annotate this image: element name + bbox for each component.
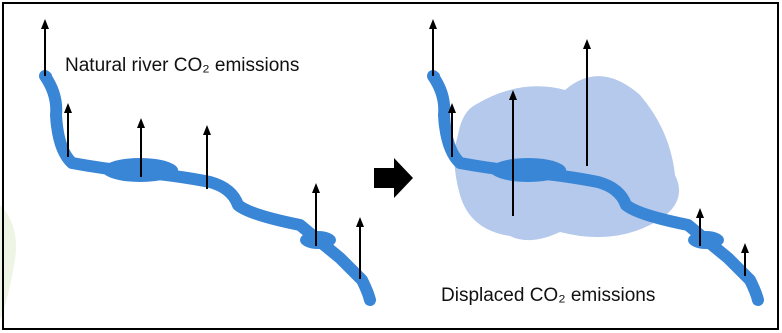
label-natural: Natural river CO₂ emissions: [65, 55, 299, 76]
label-displaced: Displaced CO₂ emissions: [441, 285, 655, 306]
diagram: Natural river CO₂ emissions Displaced CO…: [0, 0, 782, 333]
